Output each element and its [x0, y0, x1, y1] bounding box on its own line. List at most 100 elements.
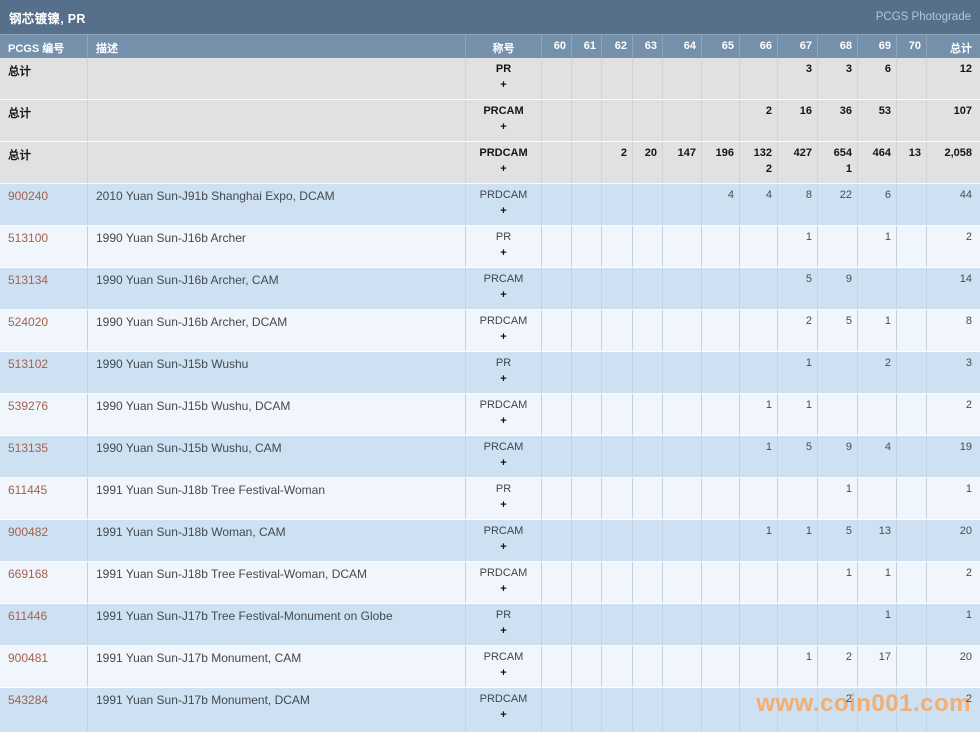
grade-67-count-cell: 427 [778, 142, 818, 183]
pcgs-number-link[interactable]: 524020 [8, 315, 49, 329]
grade-count: 464 [872, 147, 891, 159]
total-row-label: 总计 [8, 66, 31, 78]
grade-70-count-cell [897, 478, 927, 519]
row-total: 2 [965, 231, 972, 243]
grade-count: 2 [845, 651, 852, 663]
grade-70-count-cell [897, 226, 927, 267]
grade-60-count-cell [542, 436, 572, 477]
col-header-pcgs-number: PCGS 编号 [0, 35, 88, 58]
photograde-link[interactable]: PCGS Photograde [875, 11, 971, 23]
grade-67-count-cell [778, 604, 818, 645]
pcgs-number-cell: 513100 [0, 226, 88, 267]
grade-63-count-cell [633, 478, 663, 519]
designation-label: PRCAM [483, 105, 524, 117]
grade-69-count-cell [858, 268, 897, 309]
col-header-description: 描述 [88, 35, 466, 58]
grade-count: 22 [839, 189, 852, 201]
grade-64-count-cell [663, 184, 702, 225]
row-total: 2,058 [944, 147, 972, 159]
pcgs-number-link[interactable]: 513102 [8, 357, 49, 371]
grade-65-count-cell [702, 310, 740, 351]
row-total: 107 [953, 105, 972, 117]
plus-grade-symbol: + [500, 373, 507, 385]
designation-cell: PRCAM + [466, 100, 542, 141]
row-total: 14 [959, 273, 972, 285]
grade-62-count-cell [602, 604, 633, 645]
pcgs-number-link[interactable]: 900240 [8, 189, 49, 203]
pcgs-number-link[interactable]: 611445 [8, 483, 48, 497]
col-header-grade-64: 64 [663, 35, 702, 58]
grade-63-count-cell [633, 268, 663, 309]
grade-68-count-cell: 654 1 [818, 142, 858, 183]
grade-60-count-cell [542, 184, 572, 225]
grade-68-count-cell: 1 [818, 478, 858, 519]
grade-68-count-cell: 2 [818, 688, 858, 732]
pcgs-number-cell: 总计 [0, 100, 88, 141]
grade-count: 36 [839, 105, 852, 117]
grade-count: 13 [878, 525, 891, 537]
pcgs-number-link[interactable]: 900481 [8, 651, 49, 665]
designation-cell: PR + [466, 604, 542, 645]
grade-60-count-cell [542, 646, 572, 687]
grade-63-count-cell [633, 688, 663, 732]
grade-68-count-cell: 5 [818, 310, 858, 351]
designation-cell: PRDCAM + [466, 184, 542, 225]
pcgs-number-link[interactable]: 513100 [8, 231, 49, 245]
grade-61-count-cell [572, 100, 602, 141]
grade-count: 3 [805, 63, 812, 75]
grade-66-count-cell [740, 562, 778, 603]
pcgs-number-link[interactable]: 669168 [8, 567, 49, 581]
grade-68-count-cell: 1 [818, 562, 858, 603]
grade-63-count-cell [633, 646, 663, 687]
grade-count: 16 [799, 105, 812, 117]
plus-grade-symbol: + [500, 499, 507, 511]
grade-count: 132 [753, 147, 772, 159]
grade-63-count-cell [633, 310, 663, 351]
grade-62-count-cell [602, 226, 633, 267]
pcgs-number-link[interactable]: 543284 [8, 693, 49, 707]
coin-row-900482: 900482 1991 Yuan Sun-J18b Woman, CAM PRCAM… [0, 520, 980, 562]
grade-62-count-cell [602, 100, 633, 141]
designation-label: PR [495, 231, 512, 243]
summary-row-pr: 总计 PR +3 3 6 12 [0, 58, 980, 100]
grade-62-count-cell [602, 352, 633, 393]
grade-60-count-cell [542, 226, 572, 267]
row-total: 2 [965, 693, 972, 705]
coin-row-900481: 900481 1991 Yuan Sun-J17b Monument, CAM PR… [0, 646, 980, 688]
grade-64-count-cell [663, 688, 702, 732]
table-header-row: PCGS 编号 描述 称号 60 61 62 63 64 65 66 67 68… [0, 34, 980, 58]
grade-67-count-cell: 8 [778, 184, 818, 225]
grade-61-count-cell [572, 394, 602, 435]
grade-60-count-cell [542, 394, 572, 435]
grade-62-count-cell [602, 184, 633, 225]
table-body: 总计 PR +3 3 6 12 总计 PRCAM +2 16 36 53 107 总计 PRDCAM +2 20… [0, 58, 980, 732]
pcgs-number-link[interactable]: 539276 [8, 399, 49, 413]
grade-70-count-cell [897, 646, 927, 687]
grade-count: 4 [765, 189, 772, 201]
grade-62-count-cell [602, 646, 633, 687]
grade-63-count-cell [633, 394, 663, 435]
coin-description: 1990 Yuan Sun-J16b Archer, DCAM [96, 315, 288, 329]
pcgs-number-link[interactable]: 611446 [8, 609, 48, 623]
grade-66-count-cell: 1 [740, 520, 778, 561]
grade-count: 17 [878, 651, 891, 663]
pcgs-number-link[interactable]: 513134 [8, 273, 49, 287]
grade-69-count-cell: 6 [858, 58, 897, 99]
grade-65-count-cell: 196 [702, 142, 740, 183]
pcgs-number-link[interactable]: 900482 [8, 525, 49, 539]
description-cell: 1991 Yuan Sun-J17b Tree Festival-Monumen… [88, 604, 466, 645]
grade-66-count-cell [740, 688, 778, 732]
grade-62-count-cell [602, 688, 633, 732]
grade-count: 1 [845, 567, 852, 579]
grade-60-count-cell [542, 310, 572, 351]
coin-description: 1990 Yuan Sun-J15b Wushu [96, 357, 249, 371]
grade-count: 1 [884, 315, 891, 327]
grade-count: 3 [845, 63, 852, 75]
coin-row-524020: 524020 1990 Yuan Sun-J16b Archer, DCAM PRD… [0, 310, 980, 352]
designation-cell: PR + [466, 226, 542, 267]
grade-61-count-cell [572, 310, 602, 351]
pcgs-number-link[interactable]: 513135 [8, 441, 49, 455]
row-total-cell: 8 [927, 310, 980, 351]
pcgs-number-cell: 总计 [0, 58, 88, 99]
